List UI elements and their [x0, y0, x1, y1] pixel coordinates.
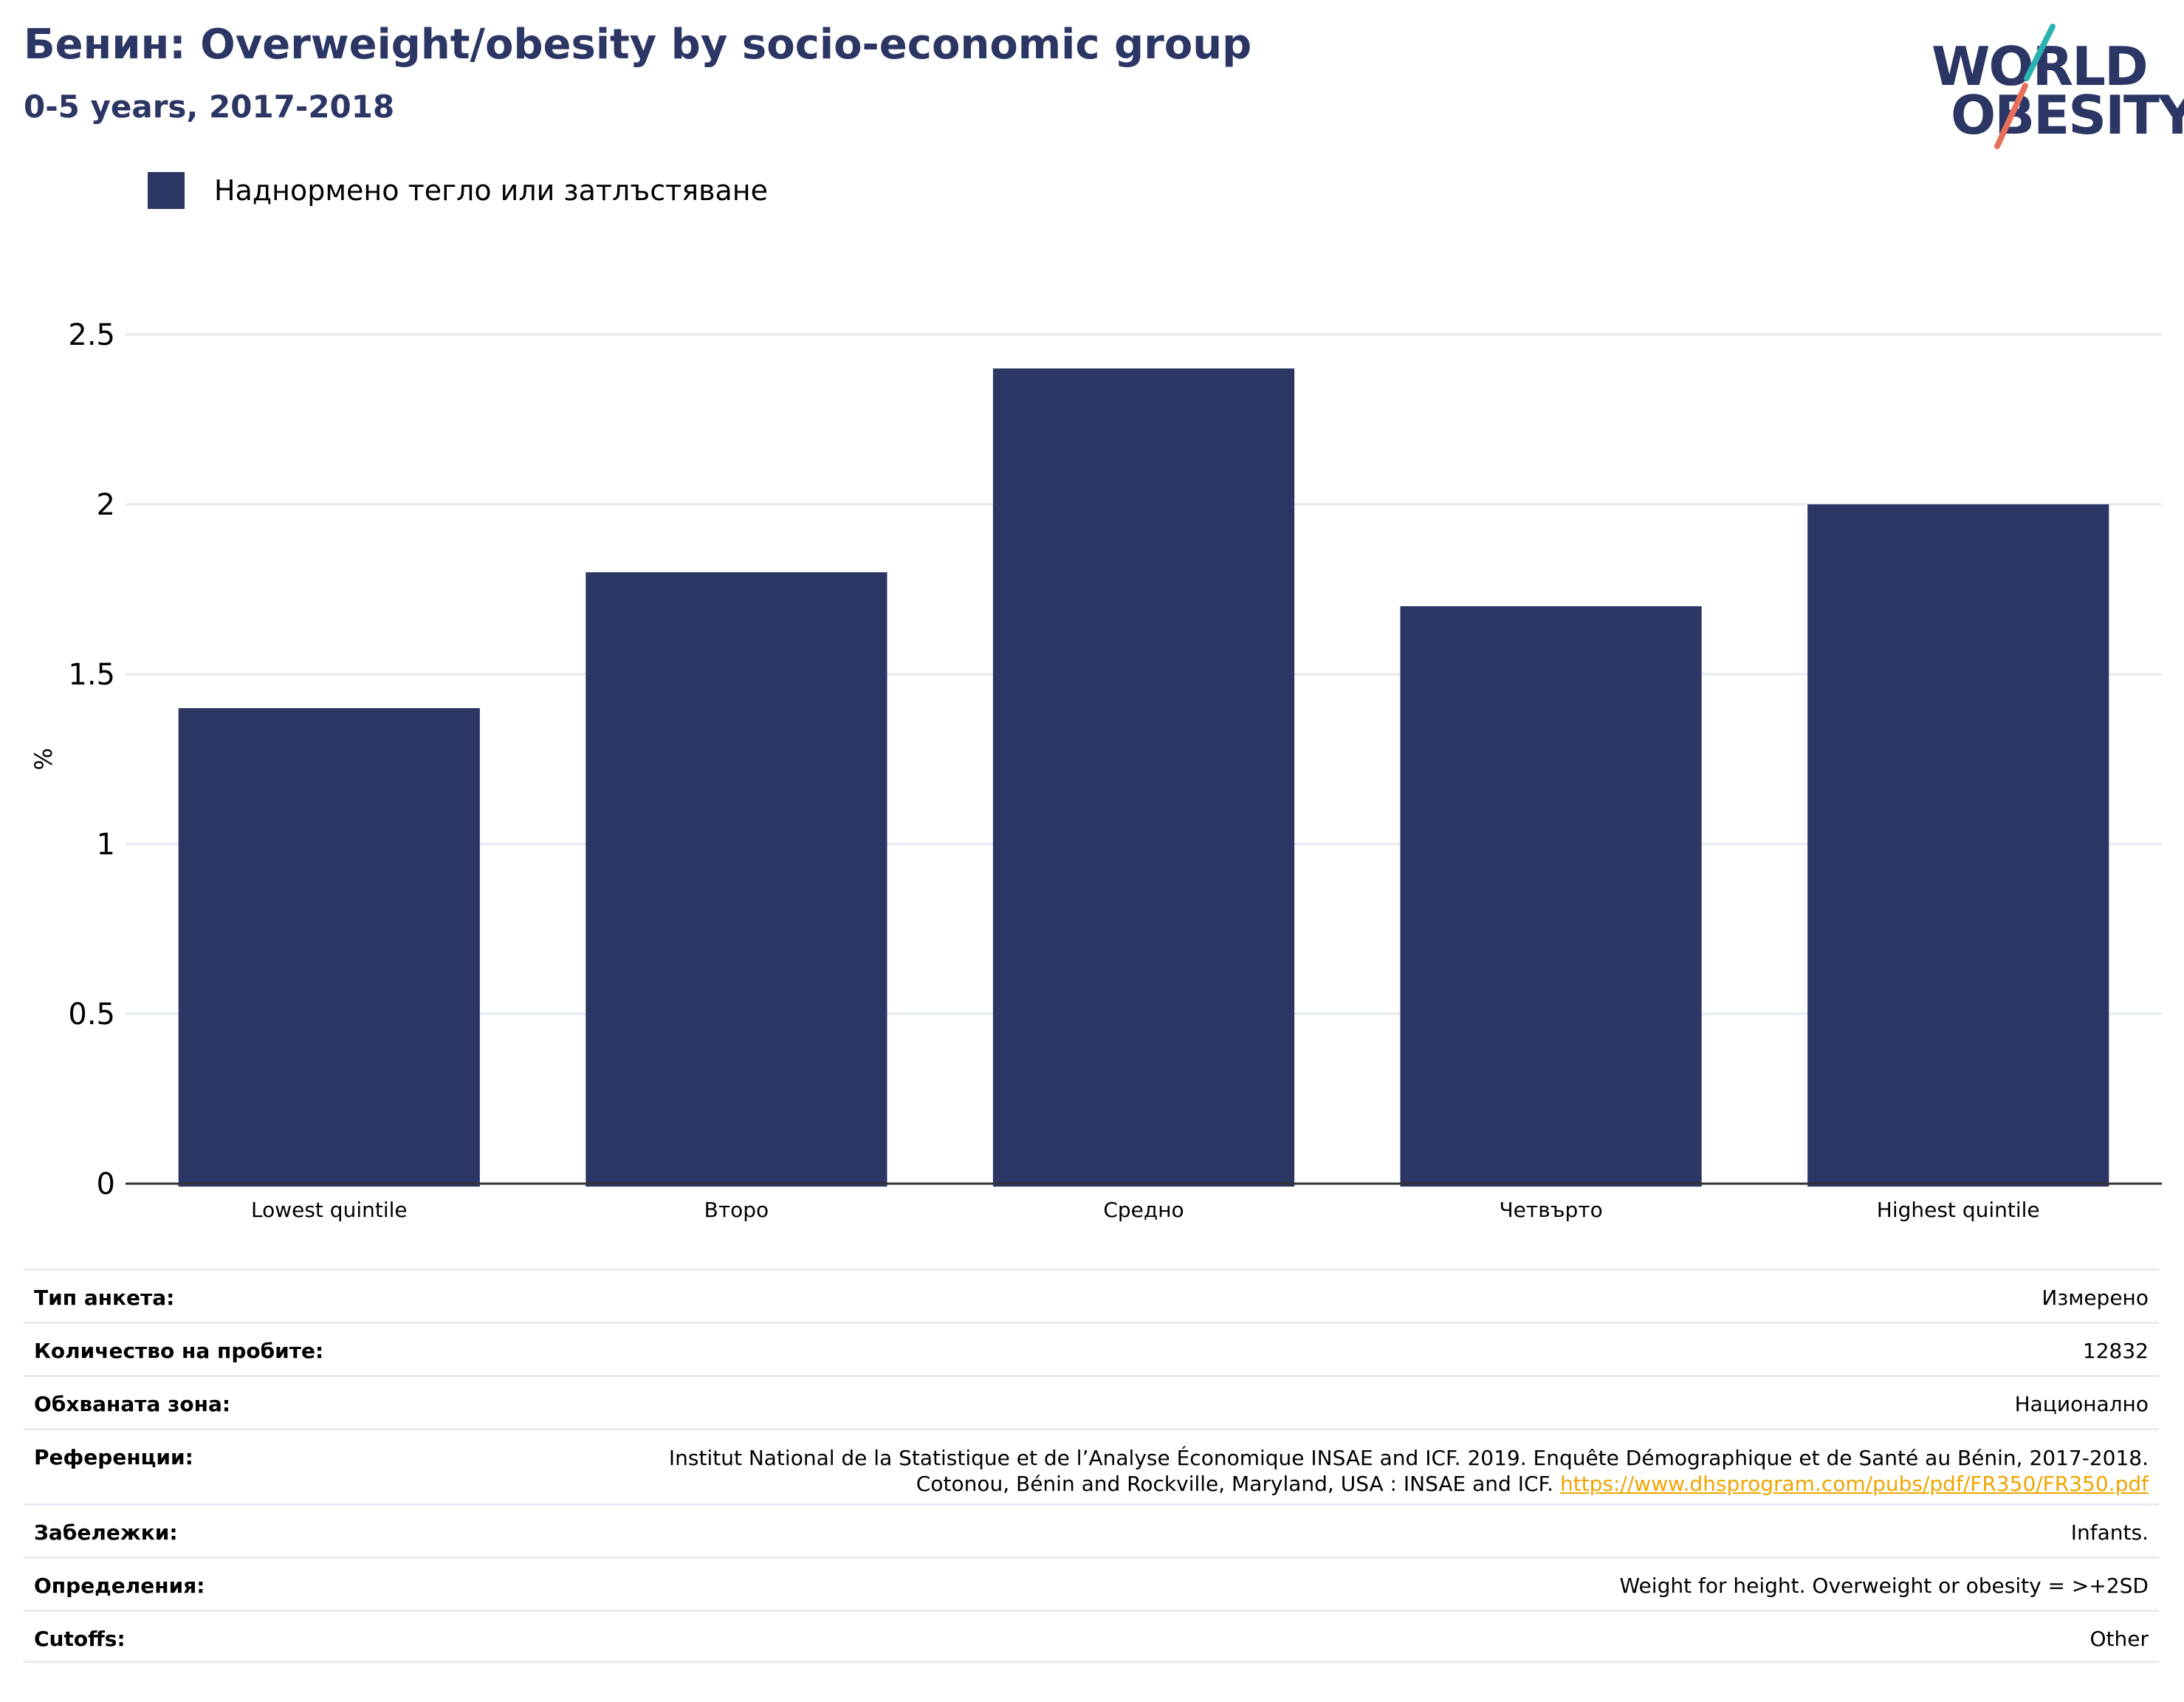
bar	[1400, 606, 1702, 1187]
chart-legend[interactable]: Наднормено тегло или затлъстяване	[148, 171, 768, 210]
info-row: Забележки: Infants.	[24, 1503, 2159, 1557]
info-value: 12832	[2082, 1339, 2149, 1363]
reference-link[interactable]: https://www.dhsprogram.com/pubs/pdf/FR35…	[1559, 1472, 2149, 1496]
x-tick-label: Четвърто	[1499, 1198, 1602, 1222]
info-value: Other	[2089, 1627, 2149, 1651]
info-row: Референции: Institut National de la Stati…	[24, 1428, 2159, 1503]
y-tick-label: 1.5	[68, 658, 115, 692]
info-value: Измерено	[2042, 1286, 2149, 1310]
bar	[586, 572, 887, 1187]
info-row: Тип анкета: Измерено	[24, 1269, 2159, 1322]
chart-subtitle: 0-5 years, 2017-2018	[24, 89, 395, 125]
legend-label: Наднормено тегло или затлъстяване	[214, 174, 768, 207]
info-label: Забележки:	[34, 1520, 178, 1545]
info-value: Institut National de la Statistique et d…	[583, 1445, 2149, 1497]
reference-text: Institut National de la Statistique et d…	[668, 1446, 2149, 1496]
bar	[992, 368, 1295, 1187]
y-tick-label: 2.5	[68, 318, 115, 352]
x-tick-label: Highest quintile	[1877, 1198, 2040, 1222]
info-value: Weight for height. Overweight or obesity…	[1619, 1574, 2149, 1598]
chart-title: Бенин: Overweight/obesity by socio-econo…	[24, 21, 1252, 69]
info-row: Определения: Weight for height. Overweigh…	[24, 1557, 2159, 1610]
info-label: Обхваната зона:	[34, 1392, 231, 1416]
x-tick-label: Lowest quintile	[251, 1198, 408, 1222]
logo-slash-icon	[1994, 24, 2056, 149]
info-row: Обхваната зона: Национално	[24, 1375, 2159, 1428]
x-tick-label: Средно	[1103, 1198, 1184, 1222]
info-label: Тип анкета:	[34, 1286, 175, 1310]
logo-line-2: OBESITY	[1951, 84, 2184, 146]
y-tick-label: 2	[97, 488, 115, 522]
info-row: Cutoffs: Other	[24, 1610, 2159, 1663]
bar	[1807, 504, 2109, 1187]
info-label: Количество на пробите:	[34, 1339, 324, 1363]
bar-chart: 0 0.5 1 1.5 2 2.5% Lowest quintile Второ Средно Ч…	[30, 318, 2162, 1222]
info-label: Референции:	[34, 1445, 193, 1469]
info-value: Национално	[2014, 1392, 2149, 1416]
y-axis-label: %	[30, 748, 58, 770]
y-tick-label: 0	[97, 1167, 115, 1201]
world-obesity-logo: WORLD OBESITY	[1920, 21, 2184, 154]
info-table: Тип анкета: Измерено Количество на пробите…	[24, 1269, 2159, 1663]
info-value: Infants.	[2070, 1520, 2149, 1545]
legend-swatch	[148, 172, 185, 209]
y-tick-label: 1	[97, 828, 115, 862]
x-tick-label: Второ	[704, 1198, 769, 1222]
info-label: Cutoffs:	[34, 1627, 126, 1651]
info-row: Количество на пробите: 12832	[24, 1322, 2159, 1375]
info-label: Определения:	[34, 1574, 205, 1598]
bar	[178, 708, 480, 1187]
y-tick-label: 0.5	[68, 998, 115, 1032]
